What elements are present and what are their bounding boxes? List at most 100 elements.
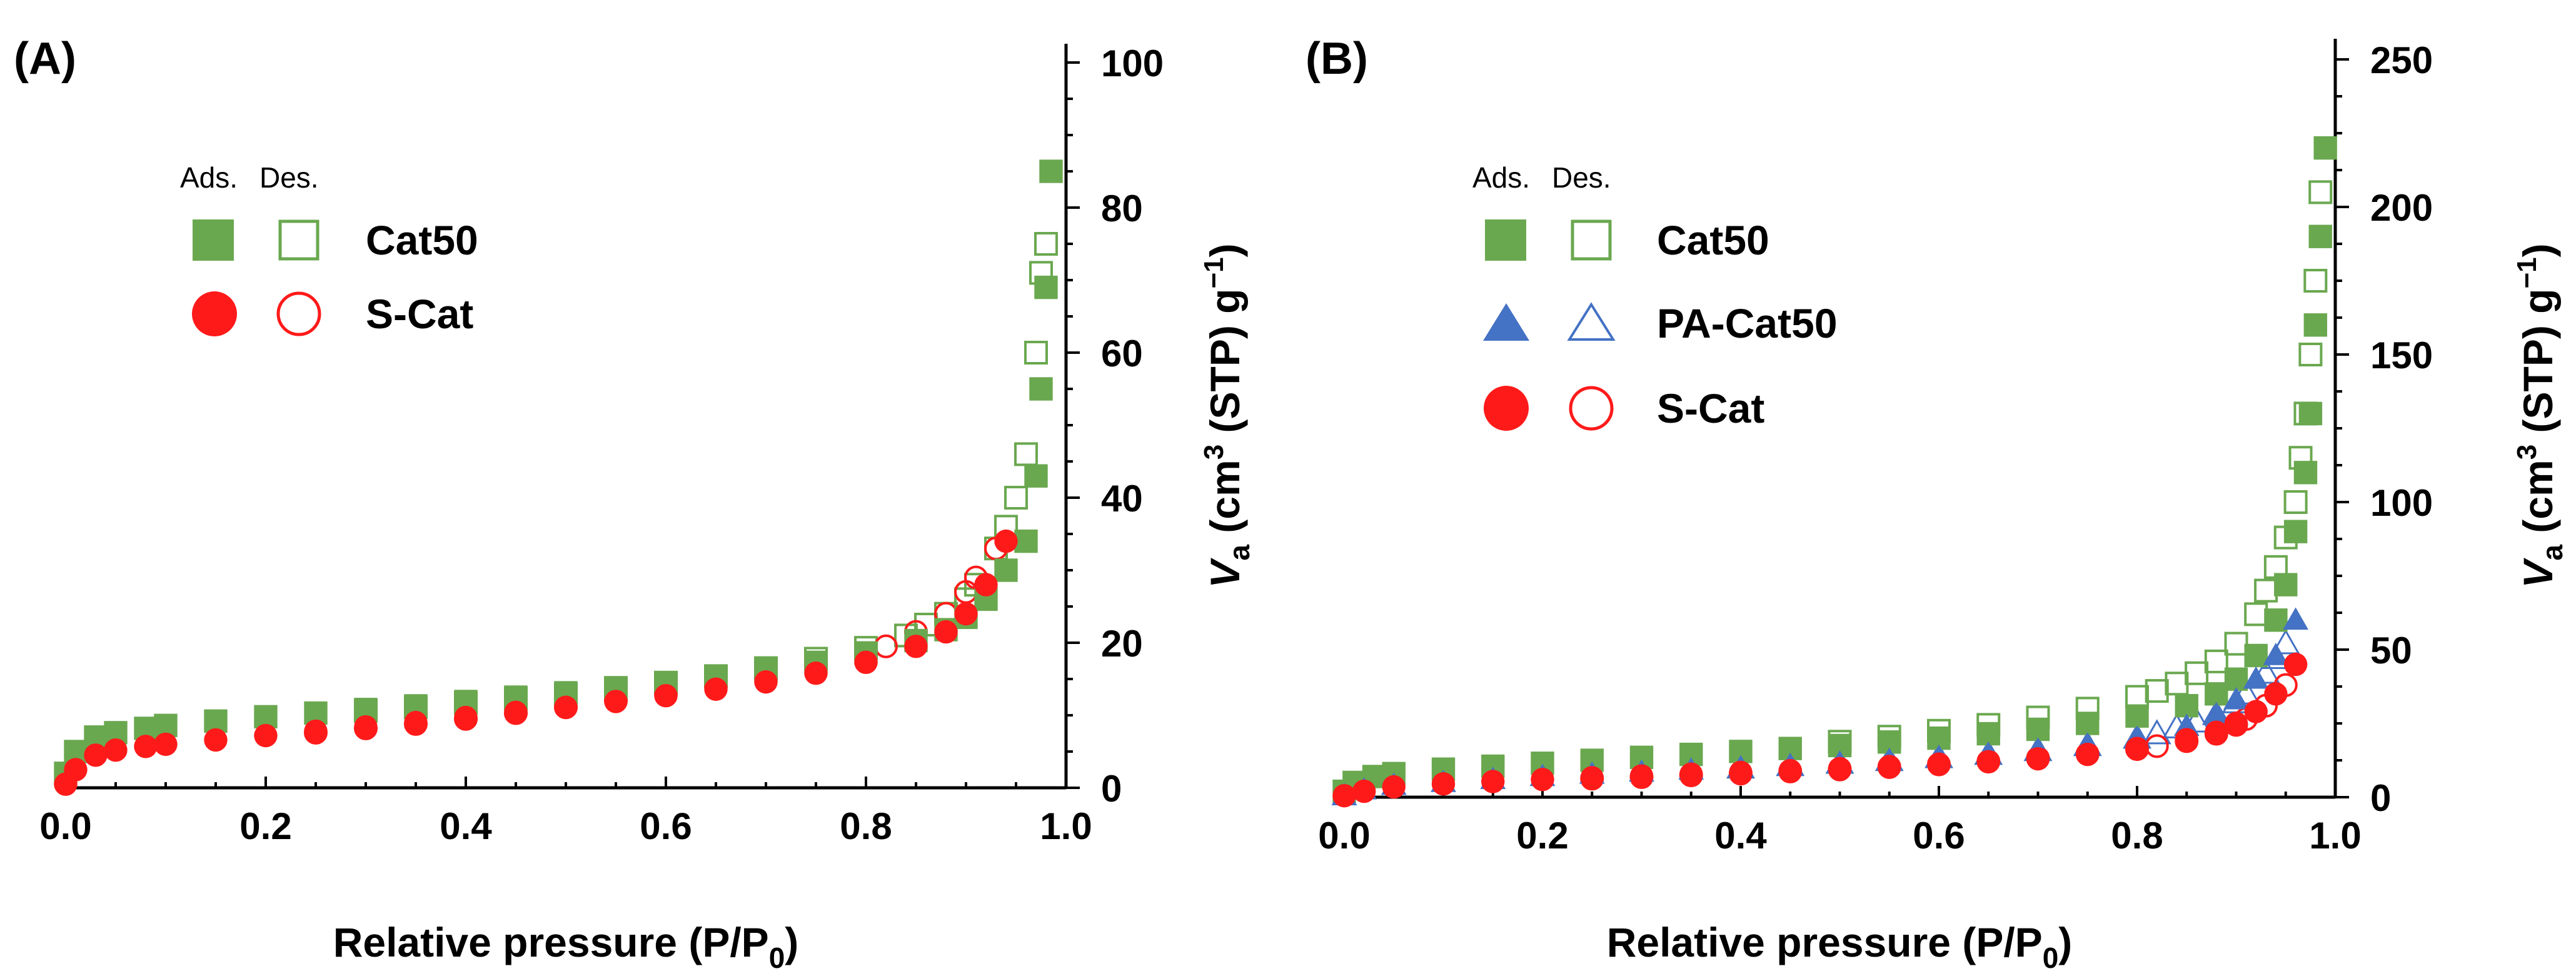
panel-b-cat50-ads-point — [2264, 608, 2288, 632]
panel-a-cat50-des-point — [1004, 486, 1028, 510]
panel-a-cat50-ads-point — [994, 558, 1018, 582]
panel-b-legend-scat-ads-marker — [1484, 386, 1529, 431]
panel-a: (A) 0.0 0.2 0.4 0.6 0.8 1.00 20 40 60 80 100 Relat… — [14, 34, 1255, 971]
panel-b-pacat50-ads-point — [2223, 687, 2249, 710]
panel-b-legend-des-header: Des. — [1552, 161, 1611, 194]
panel-b-scat-ads-point — [2224, 712, 2248, 735]
panel-b-cat50-des-point — [2244, 602, 2268, 626]
panel-b-cat50-des-point — [2224, 631, 2248, 656]
panel-b-legend-cat50-label: Cat50 — [1657, 217, 1769, 263]
panel-b-legend-scat-des-marker — [1569, 386, 1614, 431]
panel-a-scat-ads-point — [254, 723, 278, 748]
panel-a-scat-ads-point — [204, 728, 228, 752]
panel-b-scat-ads-point — [1976, 750, 2000, 774]
panel-a-legend-scat-des-marker — [276, 291, 321, 336]
panel-b-scat-ads-point — [2076, 742, 2100, 767]
panel-b-scat-ads-point — [1580, 766, 1604, 790]
panel-b-scat-ads-point — [2175, 728, 2198, 752]
panel-a-cat50-ads-point — [1029, 377, 1053, 401]
panel-b-cat50-des-point — [2254, 578, 2278, 603]
panel-a-cat50-ads-point — [1014, 529, 1038, 553]
panel-b-legend-pacat50-des-marker — [1567, 302, 1616, 341]
panel-a-scat-ads-point — [84, 743, 108, 767]
panel-b-pacat50-ads-point — [2203, 702, 2230, 725]
panel-b-scat-ads-point — [1729, 760, 1753, 785]
panel-a-scat-ads-point — [974, 573, 998, 596]
panel-a-x-tick-label: 1.0 — [1040, 805, 1092, 847]
panel-a-legend-scat-label: S-Cat — [366, 291, 473, 337]
panel-a-legend-cat50-label: Cat50 — [366, 217, 478, 263]
panel-a-scat-ads-point — [954, 601, 978, 626]
panel-a-scat-ads-point — [704, 677, 728, 701]
panel-b-label: (B) — [1306, 34, 1368, 84]
panel-b-cat50-ads-point — [2283, 520, 2308, 543]
panel-a-cat50-ads-point — [1024, 464, 1048, 488]
panel-b-scat-ads-point — [1332, 783, 1356, 808]
panel-b-x-tick-label: 0.2 — [1516, 815, 1568, 857]
panel-a-scat-ads-point — [554, 695, 578, 719]
panel-b-cat50-ads-point — [2076, 712, 2100, 735]
panel-b-y-tick-label: 150 — [2370, 335, 2433, 376]
panel-a-cat50-ads-point — [1039, 159, 1063, 183]
panel-b-legend-pacat50-label: PA-Cat50 — [1657, 300, 1838, 346]
panel-a-scat-ads-point — [934, 620, 958, 644]
panel-b-scat-ads-point — [2205, 720, 2228, 744]
panel-a-scat-ads-point — [154, 732, 178, 757]
panel-a-scat-ads-point — [64, 758, 88, 782]
panel-b-scat-ads-point — [2264, 682, 2288, 706]
panel-b-legend-ads-header: Ads. — [1472, 161, 1530, 194]
panel-b-scat-ads-point — [1629, 764, 1654, 788]
panel-b-scat-ads-point — [1679, 762, 1703, 786]
panel-a-series — [54, 159, 1063, 796]
panel-b-cat50-ads-point — [2205, 682, 2228, 706]
panel-b-scat-ads-point — [2125, 737, 2149, 760]
panel-b-scat-ads-point — [1382, 775, 1406, 799]
panel-a-y-tick-label: 80 — [1101, 188, 1143, 229]
panel-b-legend-cat50-ads-marker — [1485, 219, 1526, 261]
panel-a-legend-scat-ads-marker — [192, 291, 237, 336]
panel-a-y-tick-label: 0 — [1101, 768, 1122, 810]
panel-a-scat-ads-point — [604, 690, 628, 713]
panel-b-scat-ads-point — [1778, 758, 1802, 783]
panel-b-pacat50-ads-point — [2263, 643, 2289, 665]
panel-a-cat50-des-point — [1034, 232, 1058, 256]
panel-b-scat-ads-point — [1878, 755, 1901, 778]
panel-b-y-tick-label: 50 — [2370, 630, 2412, 672]
panel-b-scat-ads-point — [2026, 747, 2050, 771]
panel-b-cat50-ads-point — [2125, 704, 2149, 728]
panel-b-series — [1331, 136, 2337, 808]
panel-a-ticks: 0.0 0.2 0.4 0.6 0.8 1.00 20 40 60 80 100 — [39, 43, 1164, 847]
panel-b-cat50-des-point — [2298, 343, 2323, 366]
panel-a-y-axis-label: Va (cm3 (STP) g−1) — [1199, 243, 1255, 588]
panel-a-scat-ads-point — [504, 700, 528, 725]
panel-a-scat-ads-point — [134, 735, 158, 758]
panel-b-cat50-ads-point — [2308, 224, 2332, 248]
panel-b-x-tick-label: 1.0 — [2309, 815, 2361, 857]
panel-b-scat-ads-point — [1431, 772, 1456, 796]
panel-a-legend-des-header: Des. — [259, 161, 319, 194]
panel-b-cat50-ads-point — [2175, 693, 2198, 718]
panel-b-cat50-des-point — [2185, 661, 2209, 685]
panel-a-scat-des-point — [874, 634, 898, 658]
panel-b-scat-ads-point — [1352, 779, 1376, 803]
panel-a-scat-ads-point — [804, 662, 828, 685]
panel-a-legend-cat50-ads-marker — [193, 219, 234, 261]
panel-b-pacat50-des-point — [2231, 679, 2261, 705]
panel-a-scat-ads-point — [304, 719, 328, 743]
panel-b-cat50-des-point — [2165, 672, 2189, 696]
panel-a-label: (A) — [14, 34, 76, 84]
panel-b-scat-ads-point — [1531, 767, 1554, 792]
panel-a-cat50-des-point — [1014, 442, 1038, 466]
panel-b-y-tick-label: 250 — [2370, 39, 2433, 81]
panel-a-x-tick-label: 0.0 — [39, 805, 91, 847]
panel-b-legend: Ads. Des. Cat50 PA-Cat50 S-Cat — [1472, 161, 1838, 431]
panel-b-legend-pacat50-ads-marker — [1483, 303, 1529, 341]
panel-a-x-tick-label: 0.4 — [440, 805, 492, 847]
panel-b-x-axis-label: Relative pressure (P/P0) — [1607, 919, 2073, 971]
panel-b-cat50-ads-point — [2244, 643, 2268, 668]
panel-b-x-tick-label: 0.8 — [2111, 815, 2163, 857]
panel-a-y-tick-label: 40 — [1101, 478, 1143, 520]
panel-b-pacat50-des-point — [2271, 629, 2300, 655]
panel-a-y-tick-label: 100 — [1101, 43, 1164, 84]
panel-a-x-axis-label: Relative pressure (P/P0) — [333, 919, 799, 971]
